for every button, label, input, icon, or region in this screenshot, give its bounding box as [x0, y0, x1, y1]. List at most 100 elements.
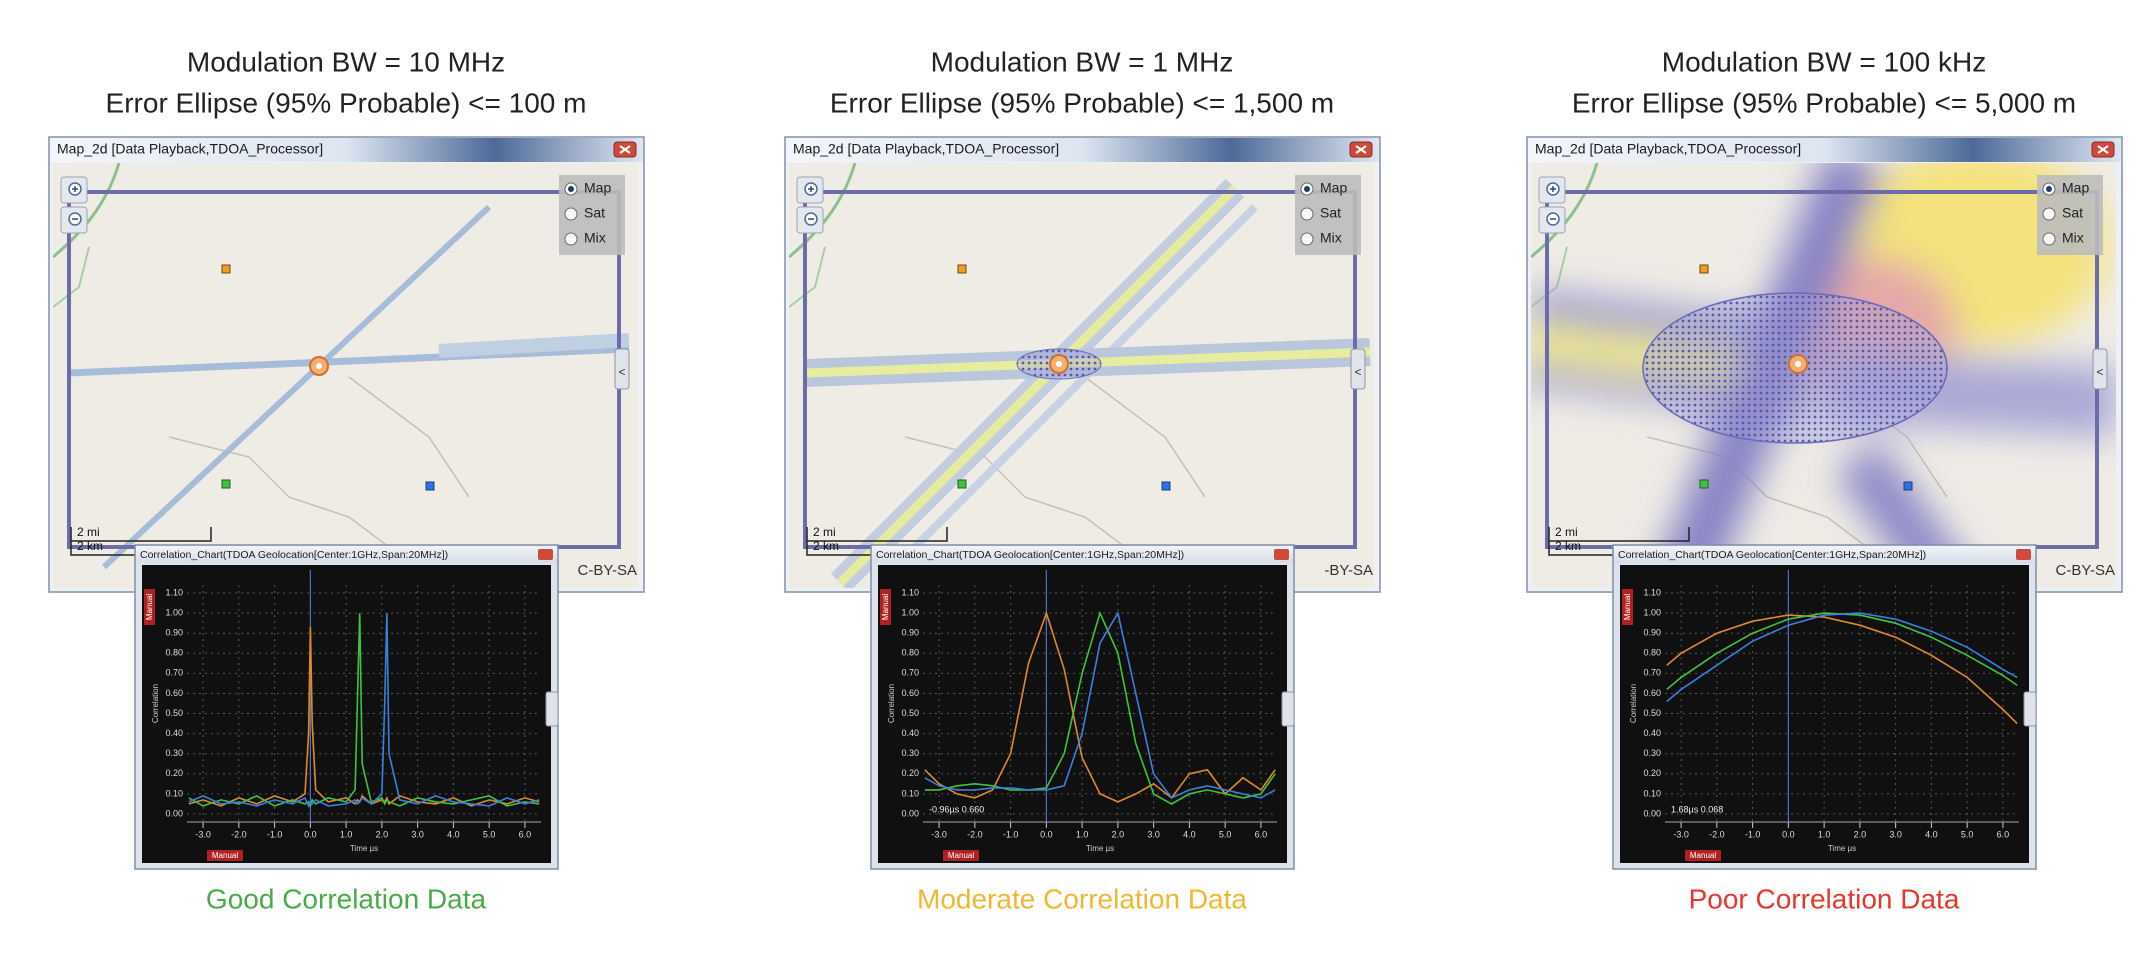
manual-tag[interactable] — [1685, 850, 1721, 861]
y-tick-label: 0.20 — [1643, 768, 1661, 778]
y-tick-label: 0.90 — [165, 628, 183, 638]
x-tick-label: 1.0 — [1076, 829, 1089, 839]
close-button[interactable] — [1274, 549, 1289, 560]
chart-window: Correlation_Chart(TDOA Geolocation[Cente… — [1612, 544, 2037, 870]
y-tick-label: 0.00 — [165, 808, 183, 818]
x-axis-label: Time µs — [1086, 844, 1114, 853]
manual-tag-label: Manual — [145, 594, 154, 620]
close-icon — [2097, 145, 2109, 154]
close-button[interactable] — [538, 549, 553, 560]
y-tick-label: 0.10 — [901, 788, 919, 798]
cursor-readout: 1.68µs 0.068 — [1671, 804, 1723, 814]
attribution: C-BY-SA — [578, 562, 637, 579]
panel-title: Error Ellipse (95% Probable) <= 100 m — [106, 87, 587, 118]
y-tick-label: 0.90 — [1643, 628, 1661, 638]
sensor-marker — [1699, 264, 1709, 274]
window-title: Correlation_Chart(TDOA Geolocation[Cente… — [876, 549, 1184, 561]
panel-title: Modulation BW = 10 MHz — [187, 46, 505, 77]
x-tick-label: -1.0 — [1745, 829, 1761, 839]
road — [1084, 376, 1206, 498]
x-tick-label: 1.0 — [1818, 829, 1831, 839]
zoom-icon — [808, 186, 814, 192]
y-tick-label: 0.70 — [1643, 668, 1661, 678]
scale-label: 2 km — [1555, 539, 1581, 553]
x-tick-label: 6.0 — [1255, 829, 1268, 839]
title-bar — [136, 546, 557, 563]
attribution: C-BY-SA — [2056, 562, 2115, 579]
title-bar — [872, 546, 1293, 563]
panel-title: Modulation BW = 1 MHz — [931, 46, 1234, 77]
title-bar — [786, 138, 1379, 162]
side-tab[interactable] — [2023, 691, 2037, 727]
y-tick-label: 0.20 — [901, 768, 919, 778]
y-tick-label: 0.80 — [1643, 648, 1661, 658]
scale-label: 2 mi — [77, 525, 100, 539]
y-axis-label: Correlation — [887, 684, 896, 723]
manual-tag[interactable] — [207, 850, 243, 861]
y-axis-label: Correlation — [151, 684, 160, 723]
panel-title: Error Ellipse (95% Probable) <= 5,000 m — [1572, 87, 2076, 118]
x-tick-label: 0.0 — [1782, 829, 1795, 839]
close-button[interactable] — [2016, 549, 2031, 560]
layer-radio[interactable] — [1300, 207, 1314, 221]
sensor-marker — [425, 481, 435, 491]
layer-label: Mix — [584, 230, 606, 246]
x-tick-label: 4.0 — [1183, 829, 1196, 839]
map-area — [1531, 163, 2116, 588]
window-title: Correlation_Chart(TDOA Geolocation[Cente… — [140, 549, 448, 561]
x-tick-label: -2.0 — [231, 829, 247, 839]
correlation-line — [188, 613, 540, 808]
side-tab[interactable] — [1281, 691, 1295, 727]
y-tick-label: 1.10 — [901, 587, 919, 597]
correlation-line — [188, 613, 540, 809]
attribution: -BY-SA — [1324, 562, 1373, 579]
layer-label: Mix — [2062, 230, 2084, 246]
zoom-icon — [1550, 186, 1556, 192]
x-tick-label: 0.0 — [304, 829, 317, 839]
manual-tag[interactable] — [943, 850, 979, 861]
x-tick-label: -3.0 — [931, 829, 947, 839]
y-tick-label: 0.80 — [901, 648, 919, 658]
road — [53, 246, 90, 308]
y-tick-label: 1.10 — [165, 587, 183, 597]
title-bar — [1614, 546, 2035, 563]
layer-radio[interactable] — [564, 207, 578, 221]
hyperbola — [438, 333, 630, 358]
hyperbola-band — [872, 204, 1258, 588]
close-icon — [1355, 145, 1367, 154]
side-tab[interactable] — [2092, 348, 2108, 390]
window-title: Correlation_Chart(TDOA Geolocation[Cente… — [1618, 549, 1926, 561]
target-core — [1056, 361, 1062, 367]
correlation-line — [188, 627, 540, 807]
layer-label: Map — [584, 180, 611, 196]
map-window: Map_2d [Data Playback,TDOA_Processor] Map… — [48, 136, 645, 593]
hyperbola — [101, 204, 492, 570]
close-icon — [619, 145, 631, 154]
layer-radio[interactable] — [1300, 232, 1314, 246]
window-title: Map_2d [Data Playback,TDOA_Processor] — [793, 141, 1059, 157]
x-tick-label: 6.0 — [519, 829, 532, 839]
y-tick-label: 1.00 — [1643, 607, 1661, 617]
side-tab[interactable] — [1350, 348, 1366, 390]
layer-label: Sat — [1320, 205, 1341, 221]
map-window: Map_2d [Data Playback,TDOA_Processor] Map… — [784, 136, 1381, 593]
x-tick-label: 1.0 — [340, 829, 353, 839]
x-tick-label: -1.0 — [1003, 829, 1019, 839]
side-tab[interactable] — [614, 348, 630, 390]
y-tick-label: 1.00 — [901, 607, 919, 617]
sensor-marker — [221, 479, 231, 489]
layer-radio[interactable] — [2042, 232, 2056, 246]
manual-tag[interactable] — [1622, 589, 1633, 625]
hyperbola-core — [836, 184, 1239, 587]
manual-tag[interactable] — [880, 589, 891, 625]
x-tick-label: 0.0 — [1040, 829, 1053, 839]
layer-radio[interactable] — [564, 232, 578, 246]
side-tab[interactable] — [545, 691, 559, 727]
y-tick-label: 0.10 — [1643, 788, 1661, 798]
target-core — [1795, 361, 1801, 367]
correlation-line — [924, 610, 1276, 799]
layer-label: Map — [2062, 180, 2089, 196]
layer-radio[interactable] — [2042, 207, 2056, 221]
manual-tag[interactable] — [144, 589, 155, 625]
y-tick-label: 0.60 — [165, 688, 183, 698]
